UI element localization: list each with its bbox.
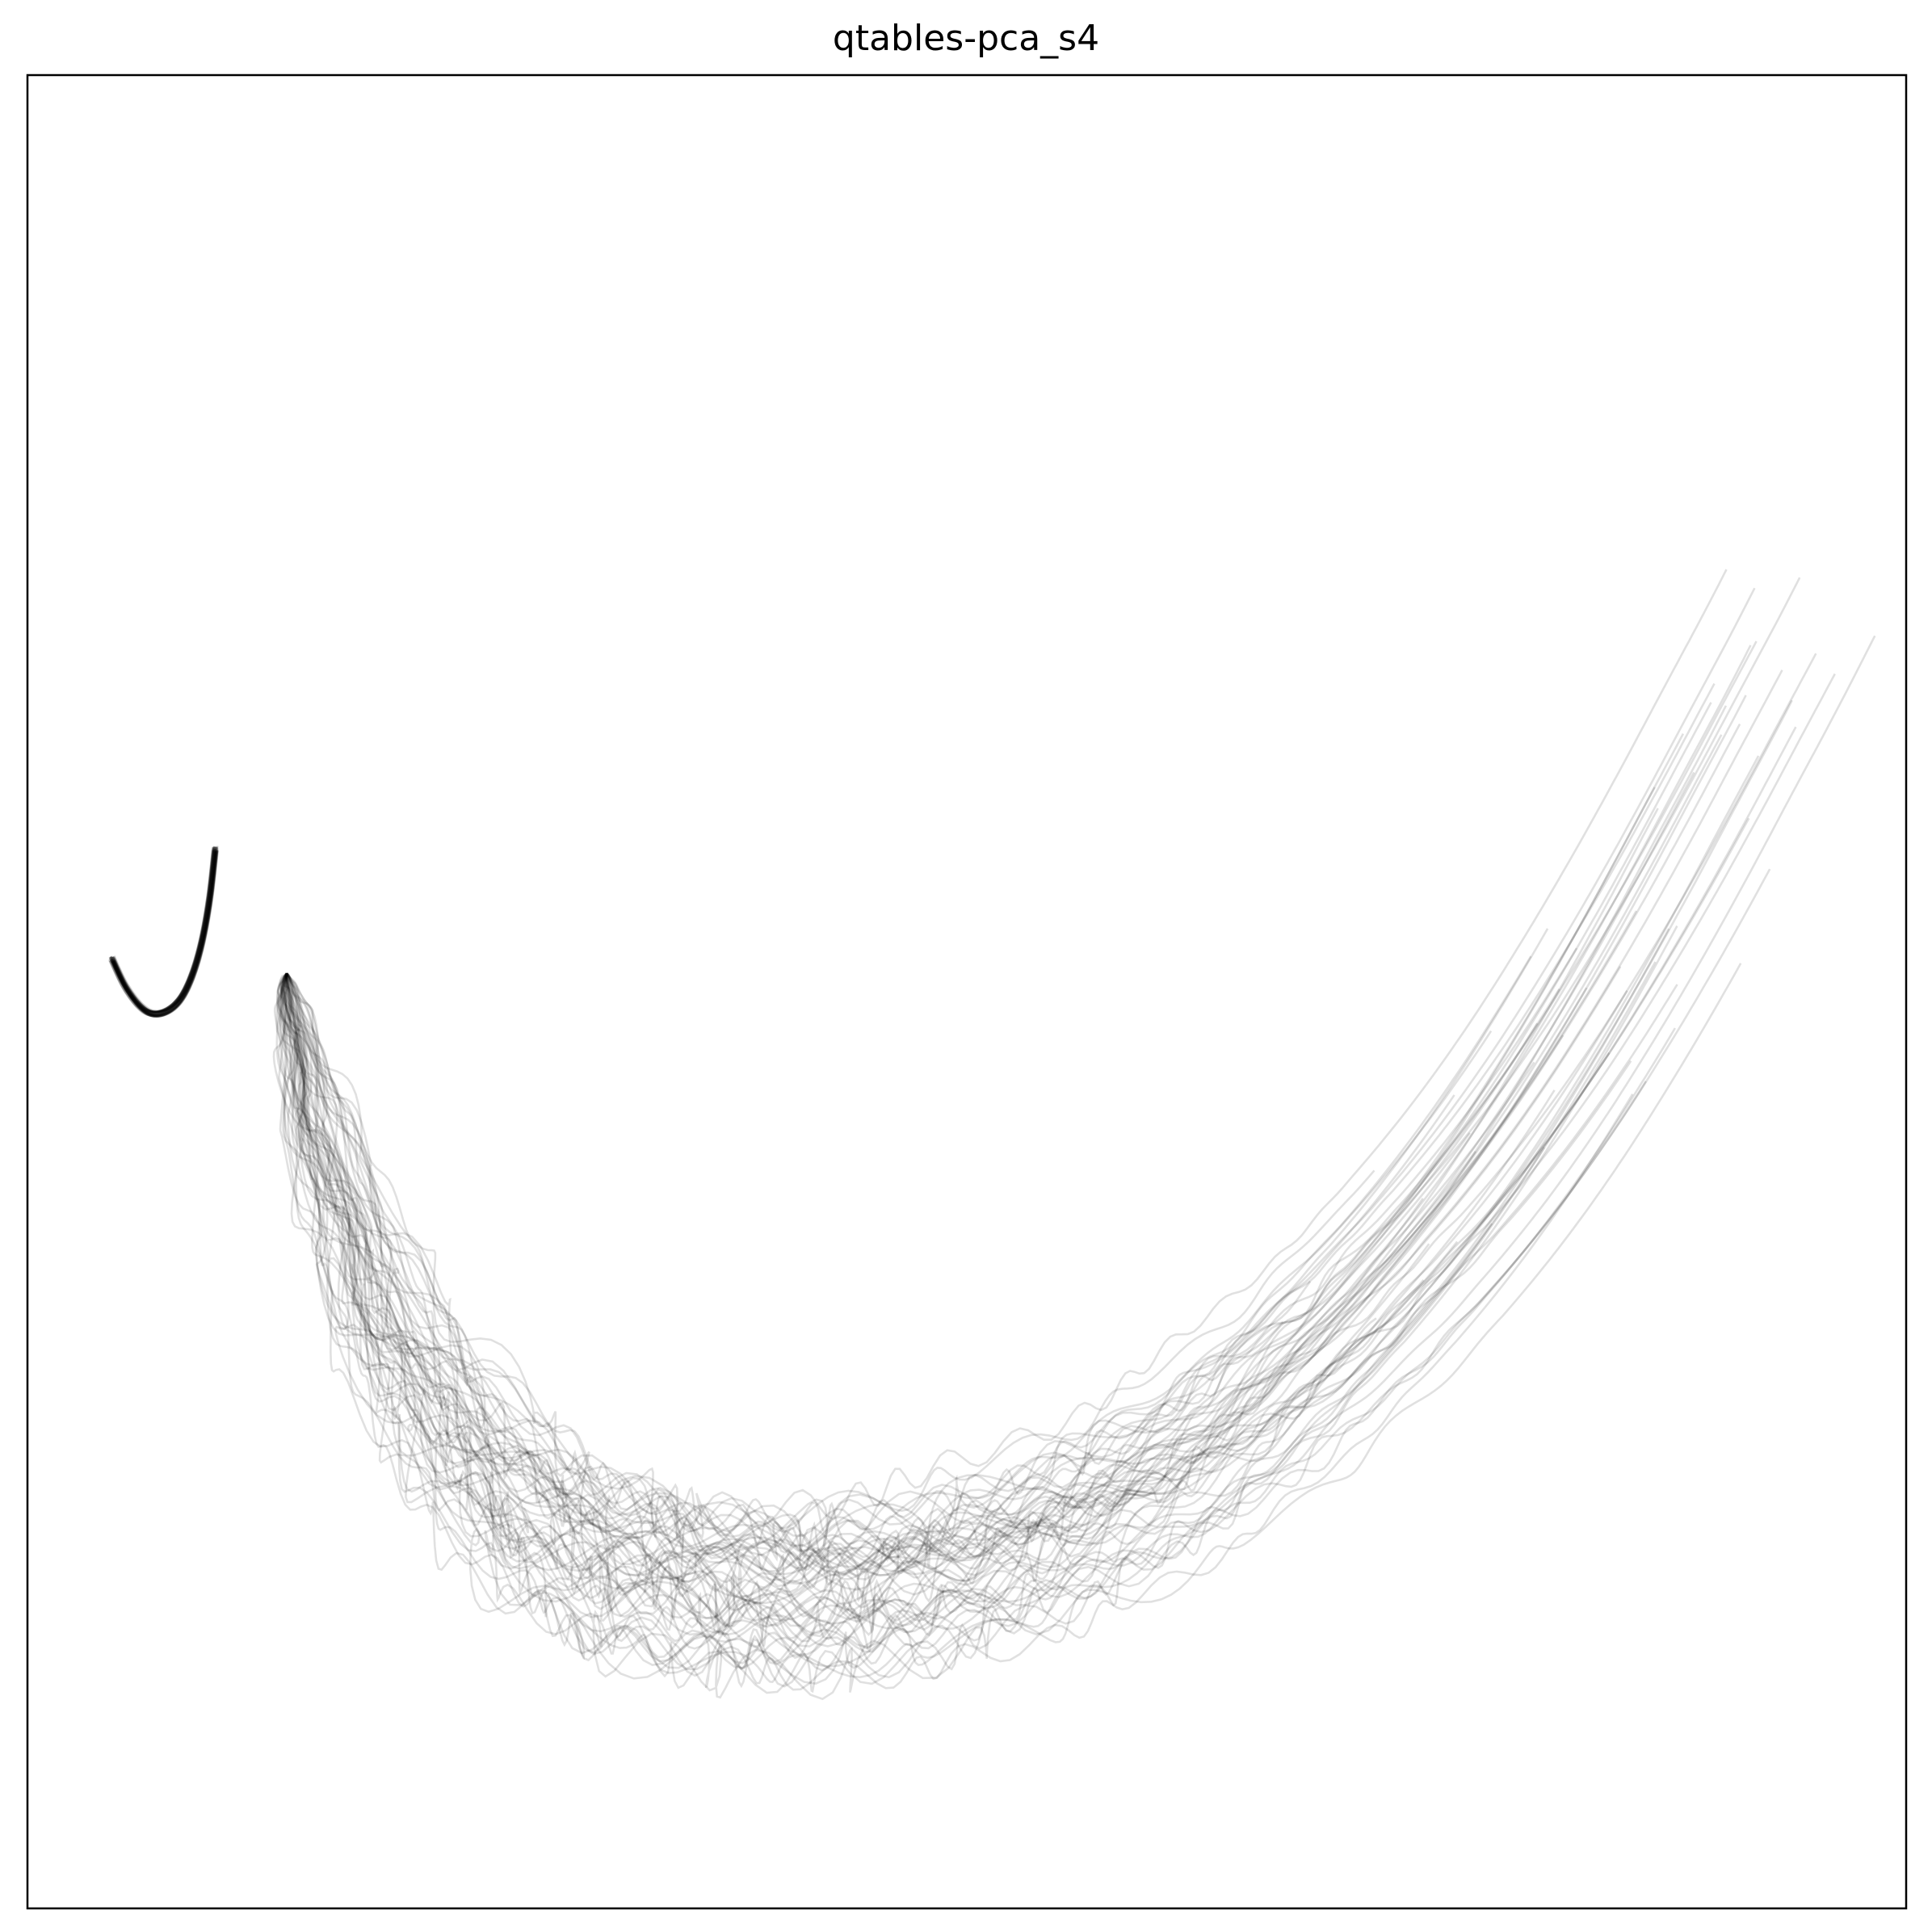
trajectory-line [286, 973, 1555, 1638]
trajectory-line [284, 973, 1476, 1588]
initial-hook-lines [109, 846, 218, 1017]
trajectory-line [287, 973, 1632, 1690]
trajectory-lines [274, 569, 1875, 1699]
trajectory-line [287, 727, 1796, 1572]
trajectory-line [287, 577, 1800, 1532]
hook-line [110, 850, 213, 1015]
trajectory-line [287, 653, 1816, 1551]
trajectory-line [287, 973, 1646, 1635]
